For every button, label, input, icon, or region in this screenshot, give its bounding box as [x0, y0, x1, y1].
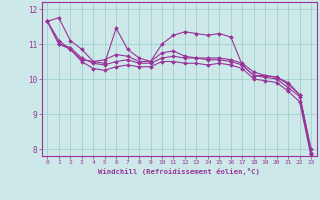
X-axis label: Windchill (Refroidissement éolien,°C): Windchill (Refroidissement éolien,°C): [98, 168, 260, 175]
